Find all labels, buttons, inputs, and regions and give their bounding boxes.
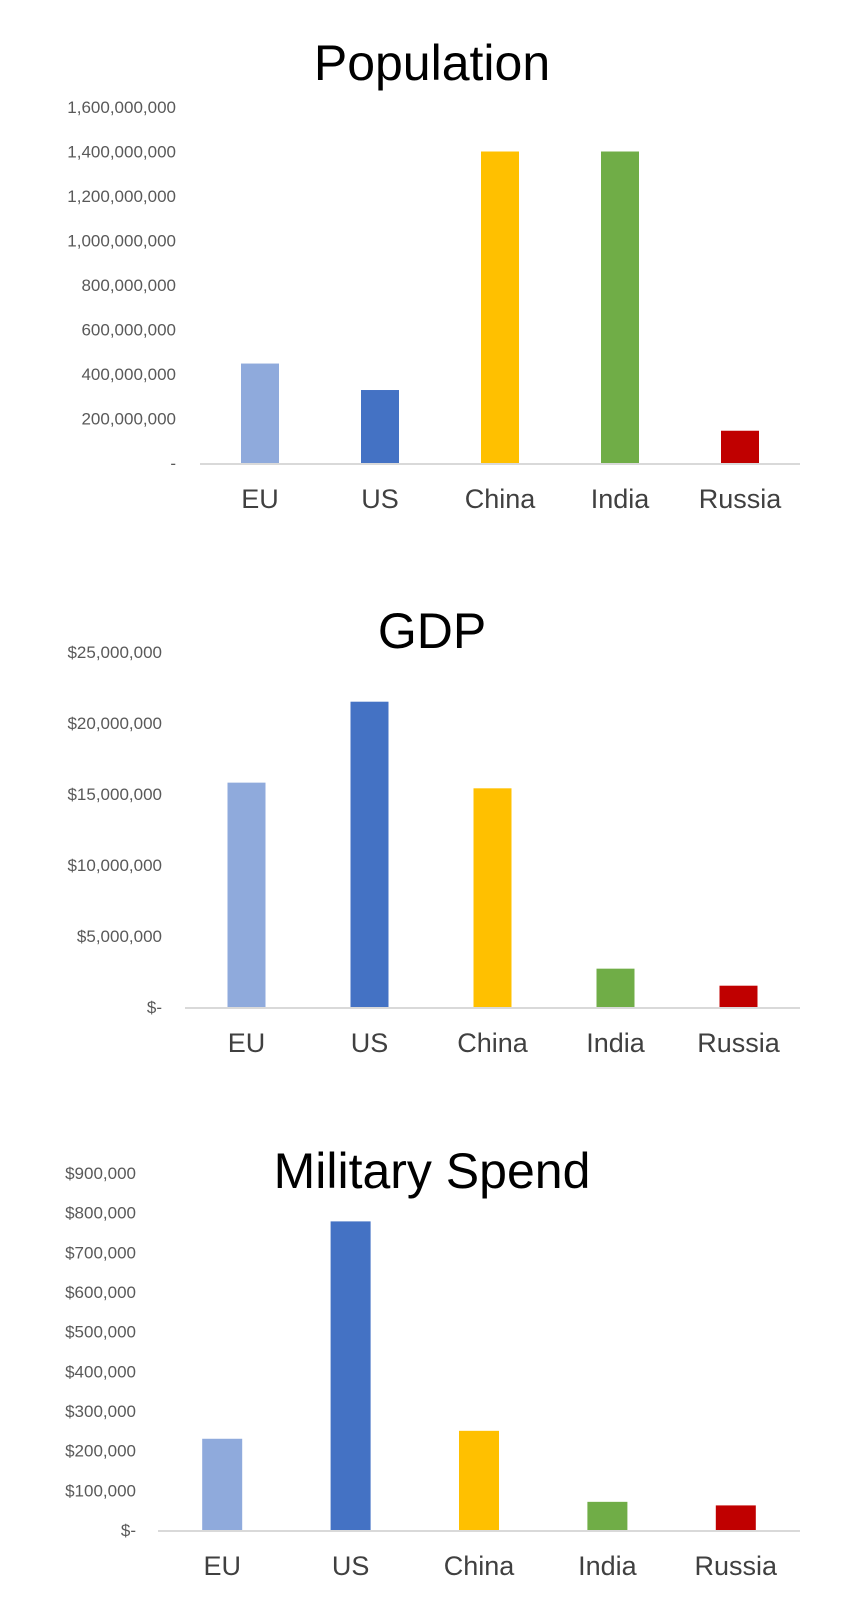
y-axis-ticks: $- $5,000,000 $10,000,000 $15,000,000 $20,00… bbox=[67, 643, 162, 1017]
bar-eu bbox=[241, 363, 279, 463]
y-tick-label: 600,000,000 bbox=[81, 321, 176, 340]
y-axis-ticks: - 200,000,000 400,000,000 600,000,000 800,00… bbox=[67, 98, 176, 473]
y-tick-label: 800,000,000 bbox=[81, 276, 176, 295]
bar-eu bbox=[202, 1438, 243, 1530]
y-tick-label: $900,000 bbox=[65, 1164, 136, 1183]
bars bbox=[227, 701, 758, 1007]
x-category-label: Russia bbox=[695, 1551, 779, 1581]
y-tick-label: $600,000 bbox=[65, 1283, 136, 1302]
x-category-label: India bbox=[586, 1028, 646, 1058]
bar-russia bbox=[721, 430, 759, 463]
x-category-label: India bbox=[578, 1551, 638, 1581]
y-tick-label: 1,200,000,000 bbox=[67, 187, 176, 206]
military-spend-chart: Military Spend $- $100,000 $200,000 $300,00… bbox=[65, 1143, 800, 1581]
y-tick-label: $- bbox=[121, 1521, 136, 1540]
chart-title: Population bbox=[314, 35, 550, 91]
y-tick-label: $300,000 bbox=[65, 1402, 136, 1421]
bar-china bbox=[473, 788, 512, 1007]
x-category-label: EU bbox=[228, 1028, 266, 1058]
x-category-label: US bbox=[332, 1551, 370, 1581]
y-tick-label: 1,000,000,000 bbox=[67, 232, 176, 251]
bar-china bbox=[459, 1430, 499, 1530]
x-category-label: US bbox=[361, 484, 399, 514]
population-chart: Population - 200,000,000 400,000,000 600,00… bbox=[67, 35, 800, 514]
x-category-label: China bbox=[444, 1551, 516, 1581]
bar-us bbox=[330, 1221, 371, 1530]
x-category-label: US bbox=[351, 1028, 389, 1058]
y-tick-label: $800,000 bbox=[65, 1204, 136, 1223]
y-tick-label: 200,000,000 bbox=[81, 410, 176, 429]
x-axis-categories: EU US China India Russia bbox=[241, 484, 782, 514]
x-category-label: EU bbox=[203, 1551, 241, 1581]
y-tick-label: $- bbox=[147, 998, 162, 1017]
bar-russia bbox=[719, 985, 758, 1007]
y-tick-label: $10,000,000 bbox=[67, 856, 162, 875]
x-axis-categories: EU US China India Russia bbox=[203, 1551, 778, 1581]
bar-eu bbox=[227, 782, 266, 1007]
bar-india bbox=[587, 1501, 628, 1530]
y-tick-label: - bbox=[170, 454, 176, 473]
chart-title: Military Spend bbox=[274, 1143, 591, 1199]
y-tick-label: $500,000 bbox=[65, 1323, 136, 1342]
x-category-label: EU bbox=[241, 484, 279, 514]
y-tick-label: 400,000,000 bbox=[81, 365, 176, 384]
chart-title: GDP bbox=[378, 603, 486, 659]
bar-india bbox=[601, 151, 639, 463]
bar-china bbox=[481, 151, 519, 463]
x-category-label: Russia bbox=[697, 1028, 781, 1058]
y-tick-label: $100,000 bbox=[65, 1481, 136, 1500]
y-tick-label: $400,000 bbox=[65, 1362, 136, 1381]
bar-russia bbox=[715, 1505, 756, 1530]
y-axis-ticks: $- $100,000 $200,000 $300,000 $400,000 $500,0… bbox=[65, 1164, 136, 1540]
bar-us bbox=[350, 701, 389, 1007]
bar-us bbox=[361, 390, 399, 463]
x-category-label: India bbox=[591, 484, 651, 514]
y-tick-label: $25,000,000 bbox=[67, 643, 162, 662]
y-tick-label: $200,000 bbox=[65, 1442, 136, 1461]
y-tick-label: 1,600,000,000 bbox=[67, 98, 176, 117]
y-tick-label: 1,400,000,000 bbox=[67, 143, 176, 162]
bars bbox=[241, 151, 759, 463]
y-tick-label: $20,000,000 bbox=[67, 714, 162, 733]
x-category-label: China bbox=[465, 484, 537, 514]
gdp-chart: GDP $- $5,000,000 $10,000,000 $15,000,000 $2… bbox=[67, 603, 800, 1058]
x-category-label: Russia bbox=[699, 484, 783, 514]
x-axis-categories: EU US China India Russia bbox=[228, 1028, 781, 1058]
bars bbox=[202, 1221, 756, 1530]
y-tick-label: $700,000 bbox=[65, 1243, 136, 1262]
x-category-label: China bbox=[457, 1028, 529, 1058]
bar-india bbox=[596, 968, 635, 1007]
y-tick-label: $5,000,000 bbox=[77, 927, 162, 946]
y-tick-label: $15,000,000 bbox=[67, 785, 162, 804]
